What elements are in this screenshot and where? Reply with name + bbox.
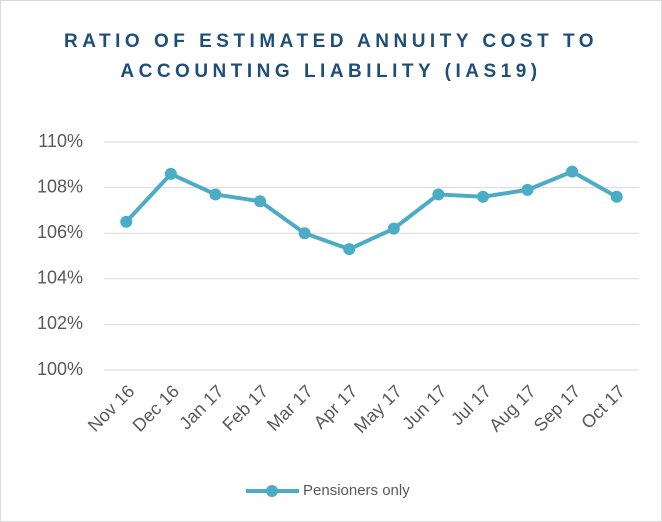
point — [432, 188, 445, 201]
series-line — [124, 169, 618, 252]
y-tick-label: 100% — [37, 359, 83, 379]
legend-marker — [266, 485, 278, 497]
point — [387, 222, 400, 235]
x-tick-label: Nov 16 — [84, 381, 138, 435]
x-tick-label: Oct 17 — [577, 381, 629, 433]
point — [343, 243, 356, 256]
x-tick-label: May 17 — [350, 381, 406, 437]
point — [254, 195, 267, 208]
point — [566, 165, 579, 178]
x-tick-label: Jun 17 — [398, 381, 450, 433]
x-tick-label: Aug 17 — [485, 381, 539, 435]
legend-label: Pensioners only — [303, 482, 410, 499]
x-tick-label: Sep 17 — [530, 381, 584, 435]
y-tick-label: 104% — [37, 268, 83, 288]
point — [298, 227, 311, 240]
point — [164, 167, 177, 180]
chart-title: RATIO OF ESTIMATED ANNUITY COST TO ACCOU… — [63, 31, 599, 82]
y-tick-label: 106% — [37, 222, 83, 242]
y-tick-label: 102% — [37, 313, 83, 333]
y-tick-label: 108% — [37, 176, 83, 196]
point — [521, 183, 534, 196]
x-tick-label: Jan 17 — [175, 381, 227, 433]
x-tick-label: Feb 17 — [218, 381, 272, 435]
point — [476, 190, 489, 203]
y-tick-label: 110% — [38, 131, 83, 151]
point — [120, 215, 133, 228]
x-tick-label: Dec 16 — [129, 381, 183, 435]
point — [209, 188, 222, 201]
point — [610, 190, 623, 203]
x-tick-label: Mar 17 — [263, 381, 317, 435]
